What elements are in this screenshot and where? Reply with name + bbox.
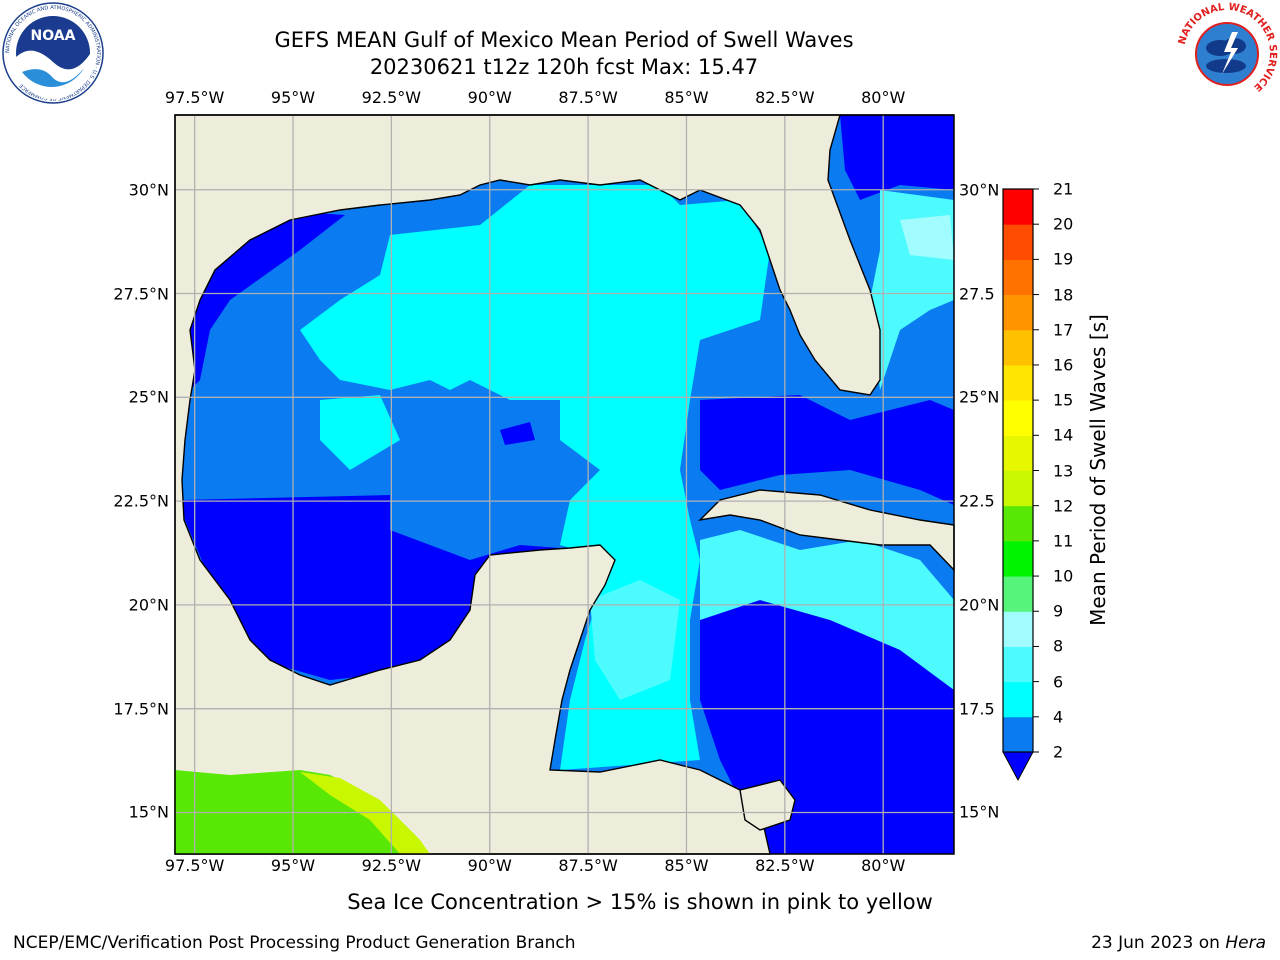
colorbar-tick-label: 2 bbox=[1053, 742, 1064, 762]
lon-label-top: 90°W bbox=[467, 88, 512, 107]
colorbar-tick-label: 10 bbox=[1053, 566, 1074, 586]
gulf-map bbox=[174, 114, 955, 855]
colorbar-bin bbox=[1003, 505, 1033, 542]
lon-label-top: 95°W bbox=[270, 88, 316, 107]
date-text: 23 Jun 2023 on Hera bbox=[1091, 933, 1266, 953]
colorbar-tick-label: 12 bbox=[1053, 496, 1074, 516]
colorbar-bins bbox=[1003, 189, 1033, 753]
nws-logo: NATIONAL WEATHER SERVICE bbox=[1177, 2, 1278, 103]
colorbar-bin bbox=[1003, 470, 1033, 507]
colorbar-bin bbox=[1003, 294, 1033, 331]
lat-label-left: 30°N bbox=[128, 180, 169, 200]
lon-label-bottom: 95°W bbox=[270, 856, 316, 875]
swell-zone-6-8s-atlantic bbox=[900, 215, 954, 260]
lat-label-right: 30°N bbox=[959, 180, 1000, 200]
lat-label-left: 17.5°N bbox=[113, 699, 169, 719]
lat-label-left: 27.5°N bbox=[113, 284, 169, 304]
credit-text: NCEP/EMC/Verification Post Processing Pr… bbox=[13, 933, 576, 953]
colorbar-bin bbox=[1003, 681, 1033, 718]
lat-label-right: 15°N bbox=[959, 802, 1000, 822]
colorbar-bin bbox=[1003, 716, 1033, 753]
colorbar-tick-label: 6 bbox=[1053, 672, 1064, 692]
land-central-america-east bbox=[739, 779, 796, 831]
lat-label-right: 25°N bbox=[959, 387, 1000, 407]
colorbar-tick-label: 9 bbox=[1053, 601, 1064, 621]
lat-label-right: 27.5 bbox=[959, 284, 995, 304]
sea-ice-caption: Sea Ice Concentration > 15% is shown in … bbox=[347, 890, 933, 914]
colorbar-bin bbox=[1003, 576, 1033, 612]
colorbar-tick-label: 21 bbox=[1053, 179, 1074, 199]
colorbar-tick-label: 14 bbox=[1053, 425, 1074, 445]
lon-label-top: 80°W bbox=[861, 88, 906, 107]
colorbar-bin bbox=[1003, 189, 1033, 225]
colorbar-tick-label: 20 bbox=[1053, 214, 1074, 234]
lon-label-top: 82.5°W bbox=[755, 88, 815, 107]
colorbar-bin bbox=[1003, 364, 1033, 401]
colorbar-bin bbox=[1003, 435, 1033, 471]
lon-label-bottom: 82.5°W bbox=[755, 856, 815, 875]
colorbar bbox=[1002, 188, 1039, 782]
map-title: GEFS MEAN Gulf of Mexico Mean Period of … bbox=[274, 28, 854, 52]
colorbar-tick-label: 15 bbox=[1053, 390, 1074, 410]
lon-label-bottom: 92.5°W bbox=[361, 856, 422, 875]
colorbar-extension bbox=[1002, 751, 1034, 782]
lat-label-left: 22.5°N bbox=[113, 491, 169, 511]
colorbar-tick-label: 17 bbox=[1053, 320, 1074, 340]
colorbar-bin bbox=[1003, 329, 1033, 366]
colorbar-tick-label: 19 bbox=[1053, 249, 1074, 269]
lat-label-right: 17.5 bbox=[959, 699, 995, 719]
lon-label-top: 92.5°W bbox=[361, 88, 422, 107]
lon-label-top: 85°W bbox=[664, 88, 709, 107]
swell-zone-4-6s-caribbean bbox=[700, 530, 954, 690]
lat-label-left: 15°N bbox=[128, 802, 169, 822]
host-name: Hera bbox=[1225, 933, 1266, 953]
lat-label-right: 20°N bbox=[959, 595, 1000, 615]
noaa-logo-text: NOAA bbox=[31, 28, 76, 44]
lon-label-bottom: 85°W bbox=[664, 856, 709, 875]
colorbar-tick-label: 8 bbox=[1053, 636, 1064, 656]
colorbar-bin bbox=[1003, 540, 1033, 577]
lon-label-top: 97.5°W bbox=[164, 88, 225, 107]
colorbar-tick-label: 11 bbox=[1053, 531, 1074, 551]
lat-label-left: 25°N bbox=[128, 387, 169, 407]
map-subtitle: 20230621 t12z 120h fcst Max: 15.47 bbox=[369, 55, 759, 79]
swell-zone-below-2s-bay bbox=[500, 422, 535, 445]
map-grid bbox=[175, 115, 954, 854]
noaa-logo: NATIONAL OCEANIC AND ATMOSPHERIC ADMINIS… bbox=[2, 2, 104, 104]
colorbar-bin bbox=[1003, 611, 1033, 647]
colorbar-bin bbox=[1003, 646, 1033, 683]
colorbar-tick-label: 18 bbox=[1053, 285, 1074, 305]
map-frame bbox=[174, 114, 955, 855]
colorbar-bin bbox=[1003, 224, 1033, 260]
swell-field bbox=[180, 115, 954, 854]
colorbar-tick-label: 4 bbox=[1053, 707, 1064, 727]
lon-label-top: 87.5°W bbox=[558, 88, 618, 107]
swell-zone-4-6s-west bbox=[320, 395, 400, 470]
lon-label-bottom: 97.5°W bbox=[164, 856, 225, 875]
colorbar-bin bbox=[1003, 259, 1033, 296]
swell-zone-below-2s-east bbox=[700, 395, 954, 505]
swell-zone-below-2s-atlantic bbox=[840, 115, 954, 200]
lat-label-left: 20°N bbox=[128, 595, 169, 615]
lon-label-bottom: 90°W bbox=[467, 856, 512, 875]
lon-label-bottom: 87.5°W bbox=[558, 856, 618, 875]
colorbar-tick-label: 16 bbox=[1053, 355, 1074, 375]
colorbar-label: Mean Period of Swell Waves [s] bbox=[1086, 314, 1110, 626]
colorbar-bin bbox=[1003, 400, 1033, 436]
colorbar-tick-label: 13 bbox=[1053, 461, 1074, 480]
lat-label-right: 22.5 bbox=[959, 491, 995, 511]
swell-zone-6-8s-yucatan bbox=[590, 580, 680, 700]
lon-label-bottom: 80°W bbox=[861, 856, 906, 875]
